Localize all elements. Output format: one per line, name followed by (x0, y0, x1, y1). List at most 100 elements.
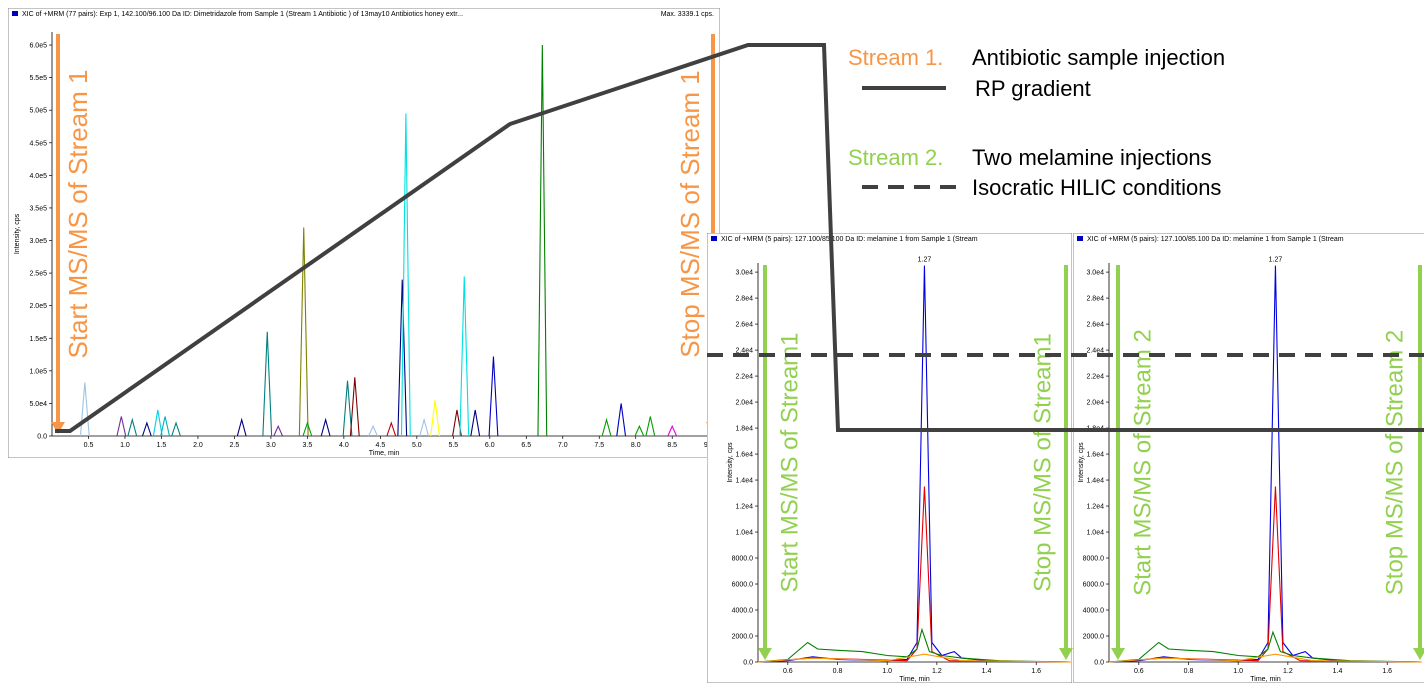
panel-title: XIC of +MRM (5 pairs): 127.100/85.100 Da… (721, 236, 978, 243)
y-tick-label: 1.8e4 (735, 426, 753, 433)
panel-content: XIC of +MRM (77 pairs): Exp 1, 142.100/9… (8, 8, 720, 458)
x-tick-label: 0.5 (84, 442, 94, 449)
trace (171, 421, 181, 437)
title-icon (711, 236, 717, 241)
y-tick-label: 2.0e4 (1086, 400, 1104, 407)
panel-content: XIC of +MRM (5 pairs): 127.100/85.100 Da… (707, 233, 1072, 683)
trace (419, 417, 430, 437)
y-axis-label: Intensity, cps (1078, 442, 1085, 483)
x-tick-label: 1.5 (157, 442, 167, 449)
x-tick-label: 5.0 (412, 442, 422, 449)
y-tick-label: 1.4e4 (1086, 478, 1104, 485)
chromatogram-panel: XIC of +MRM (5 pairs): 127.100/85.100 Da… (707, 233, 1073, 683)
ms-annotation: Stop MS/MS of Stream 1 (675, 70, 705, 358)
trace (400, 113, 411, 437)
y-tick-label: 0.0 (1094, 660, 1104, 667)
y-tick-label: 4.0e5 (29, 173, 47, 180)
y-tick-label: 1.4e4 (735, 478, 753, 485)
x-tick-label: 1.2 (932, 668, 942, 675)
stream1-label: Stream 1. (848, 45, 943, 70)
y-tick-label: 6000.0 (732, 582, 754, 589)
x-tick-label: 0.8 (1184, 668, 1194, 675)
x-tick-label: 3.5 (303, 442, 313, 449)
trace (116, 416, 127, 437)
trace (273, 424, 284, 437)
ms-arrow-head (1059, 648, 1073, 660)
trace (430, 400, 440, 437)
trace (368, 424, 378, 437)
y-tick-label: 5.0e4 (29, 401, 47, 408)
peak-label: 1.27 (1269, 257, 1283, 264)
ms-annotation: Start MS/MS of Stream1 (776, 332, 803, 592)
x-tick-label: 0.6 (783, 668, 793, 675)
ms-annotation: Start MS/MS of Stream 1 (63, 70, 93, 359)
panel-title: XIC of +MRM (77 pairs): Exp 1, 142.100/9… (22, 11, 463, 18)
panel-background (1073, 233, 1424, 683)
trace (262, 331, 273, 437)
stream1-desc: Antibiotic sample injection (972, 45, 1225, 70)
trace (470, 409, 481, 437)
x-tick-label: 4.0 (339, 442, 349, 449)
trace (667, 424, 678, 437)
y-tick-label: 8000.0 (732, 556, 754, 563)
ms-arrow-head (1111, 648, 1125, 660)
x-axis-label: Time, min (899, 676, 930, 683)
x-tick-label: 5.5 (448, 442, 458, 449)
y-tick-label: 1.2e4 (1086, 504, 1104, 511)
y-tick-label: 2.4e4 (1086, 348, 1104, 355)
chromatogram-panel: XIC of +MRM (5 pairs): 127.100/85.100 Da… (1073, 233, 1424, 683)
trace (616, 403, 627, 437)
y-tick-label: 4.5e5 (29, 140, 47, 147)
x-tick-label: 8.0 (631, 442, 641, 449)
trace (141, 421, 152, 437)
y-axis-label: Intensity, cps (727, 442, 734, 483)
x-tick-label: 3.0 (266, 442, 276, 449)
y-tick-label: 2.8e4 (1086, 296, 1104, 303)
x-axis-label: Time, min (369, 450, 400, 457)
x-tick-label: 2.5 (230, 442, 240, 449)
y-tick-label: 2.6e4 (735, 322, 753, 329)
x-tick-label: 8.5 (667, 442, 677, 449)
trace (634, 424, 645, 437)
trace (459, 276, 470, 437)
trace (645, 416, 656, 437)
y-tick-label: 8000.0 (1083, 556, 1105, 563)
trace (302, 421, 313, 437)
peak-label: 1.27 (918, 257, 932, 264)
x-tick-label: 4.5 (375, 442, 385, 449)
x-tick-label: 1.0 (120, 442, 130, 449)
y-axis-label: Intensity, cps (14, 213, 21, 254)
y-tick-label: 4000.0 (1083, 608, 1105, 615)
stream2-desc: Two melamine injections (972, 145, 1212, 170)
trace (160, 416, 171, 437)
y-tick-label: 2.0e4 (735, 400, 753, 407)
y-tick-label: 2000.0 (732, 634, 754, 641)
trace (601, 417, 612, 437)
y-tick-label: 4000.0 (732, 608, 754, 615)
trace (386, 421, 397, 437)
x-tick-label: 7.0 (558, 442, 568, 449)
y-tick-label: 1.5e5 (29, 336, 47, 343)
ms-annotation: Stop MS/MS of Stream1 (1029, 333, 1056, 592)
trace (236, 417, 247, 437)
panel-background (8, 8, 720, 458)
overlay: Stream 1. Antibiotic sample injection RP… (55, 43, 1424, 433)
x-tick-label: 1.0 (1233, 668, 1243, 675)
title-icon (12, 11, 18, 16)
y-tick-label: 2.8e4 (735, 296, 753, 303)
y-tick-label: 2.4e4 (735, 348, 753, 355)
panel-content: XIC of +MRM (5 pairs): 127.100/85.100 Da… (1073, 233, 1424, 683)
x-tick-label: 1.0 (882, 668, 892, 675)
y-tick-label: 0.0 (37, 434, 47, 441)
y-tick-label: 2.5e5 (29, 271, 47, 278)
panels: XIC of +MRM (77 pairs): Exp 1, 142.100/9… (8, 8, 1424, 683)
trace (320, 417, 331, 437)
y-tick-label: 3.0e5 (29, 238, 47, 245)
trace (127, 417, 138, 437)
y-tick-label: 2.2e4 (735, 374, 753, 381)
y-tick-label: 0.0 (743, 660, 753, 667)
y-tick-label: 1.0e5 (29, 368, 47, 375)
x-tick-label: 1.6 (1031, 668, 1041, 675)
